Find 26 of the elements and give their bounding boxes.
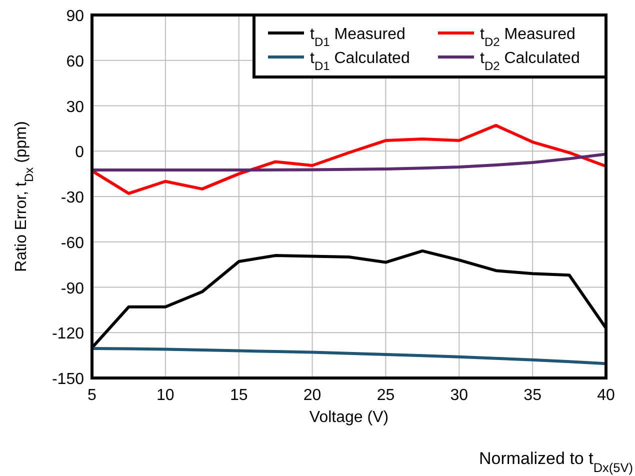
line-series <box>90 152 608 172</box>
y-tick-label: 0 <box>75 144 84 162</box>
x-tick-label: 15 <box>230 387 248 404</box>
x-tick-label: 20 <box>303 387 322 404</box>
y-tick-label: -30 <box>60 190 84 206</box>
line-series <box>90 347 608 366</box>
y-tick-label: 90 <box>66 8 84 25</box>
y-tick-label: 30 <box>66 98 84 116</box>
x-tick-label: 25 <box>376 387 395 404</box>
legend-label: t$_{D2}$ Measured <box>480 26 576 49</box>
x-tick-label: 30 <box>450 387 468 404</box>
x-tick-label: 35 <box>524 387 542 404</box>
x-tick-label: 10 <box>156 387 174 404</box>
legend-label: t$_{D2}$ Calculated <box>480 50 580 73</box>
x-tick-label: 40 <box>597 387 615 404</box>
legend-label: t$_{D1}$ Measured <box>310 26 406 49</box>
x-tick-label: 5 <box>88 387 97 404</box>
line-series <box>90 124 608 195</box>
y-tick-label: -150 <box>52 371 84 388</box>
legend-label: t$_{D1}$ Calculated <box>310 50 410 73</box>
y-tick-label: -120 <box>52 326 84 343</box>
x-axis-title: Voltage (V) <box>309 409 389 426</box>
y-tick-label: -90 <box>60 280 84 298</box>
text: Normalized to t$_{Dx(5V)}$ <box>479 449 633 474</box>
y-tick-label: -60 <box>60 234 84 252</box>
y-tick-label: 60 <box>66 53 84 70</box>
